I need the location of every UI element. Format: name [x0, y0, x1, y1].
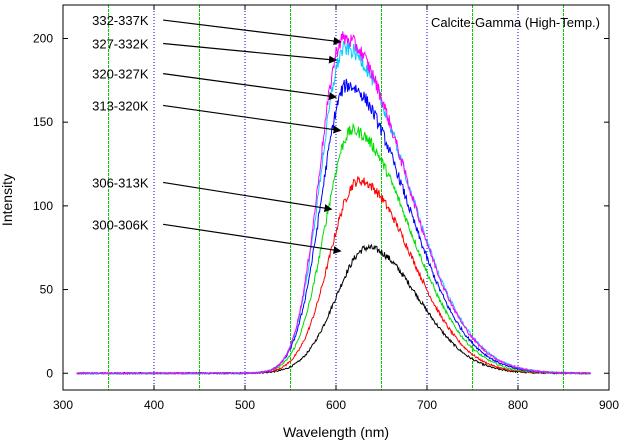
grid-lines [108, 5, 564, 390]
x-tick-label: 600 [326, 398, 346, 412]
annotation-arrow [163, 181, 333, 213]
y-axis-title: Intensity [0, 174, 15, 226]
y-tick-label: 0 [46, 366, 53, 380]
x-tick-label: 700 [417, 398, 437, 412]
series-line-327-332K [76, 40, 591, 375]
x-tick-label: 400 [144, 398, 164, 412]
x-tick-label: 300 [53, 398, 73, 412]
series-annotations: 332-337K 327-332K 320-327K 313-320K 306-313K… [92, 13, 342, 254]
annotation-label: 327-332K [92, 37, 149, 52]
annotation-arrow [163, 223, 342, 254]
annotation-label: 306-313K [92, 175, 149, 190]
series-line-332-337K [76, 31, 591, 375]
y-tick-label: 150 [33, 115, 53, 129]
axis-ticks: 300 400 500 600 700 800 900 0 50 100 150 200 [33, 5, 619, 412]
series-lines [76, 31, 591, 375]
x-axis-title: Wavelength (nm) [283, 424, 389, 440]
annotation-label: 332-337K [92, 13, 149, 28]
y-tick-label: 200 [33, 31, 53, 45]
annotation-arrow [163, 104, 342, 134]
annotation-arrow [163, 73, 337, 101]
y-tick-label: 100 [33, 199, 53, 213]
annotation-label: 313-320K [92, 98, 149, 113]
series-line-300-306K [76, 243, 591, 375]
x-tick-label: 800 [508, 398, 528, 412]
annotation-arrow [163, 42, 337, 64]
annotation-arrow [163, 19, 342, 45]
x-tick-label: 500 [235, 398, 255, 412]
chart-title: Calcite-Gamma (High-Temp.) [431, 15, 600, 30]
annotation-label: 320-327K [92, 67, 149, 82]
annotation-label: 300-306K [92, 217, 149, 232]
x-tick-label: 900 [599, 398, 619, 412]
y-tick-label: 50 [40, 283, 54, 297]
